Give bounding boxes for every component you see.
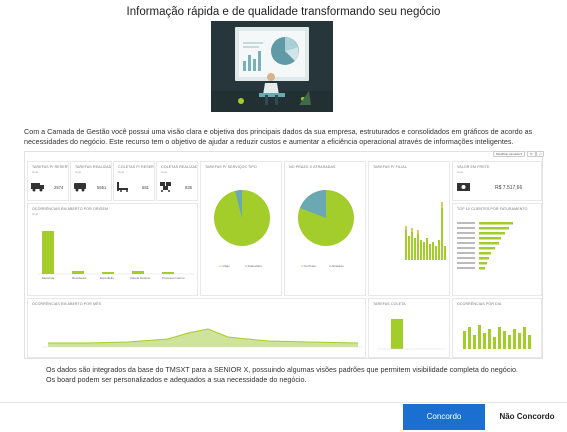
bar-label-4: Cliente Destino [130, 276, 151, 280]
van-icon [74, 183, 86, 192]
pie-right-title: NO PRAZO X ATRASADAS [289, 165, 336, 169]
pie-chart-left [214, 190, 270, 246]
hero-illustration [211, 21, 333, 112]
pie-right-legend-2: ● Atrasado [329, 264, 344, 268]
money-sub: Hoje [457, 170, 464, 174]
pie-left-slice-2 [235, 190, 242, 218]
hbar-chart [457, 222, 513, 270]
single-bar [391, 319, 403, 349]
bar-1 [42, 231, 54, 274]
hbar-labels [457, 222, 475, 269]
page-title: Informação rápida e de qualidade transfo… [126, 6, 441, 18]
hbar-bars [479, 222, 513, 270]
pie-left-title: TAREFAS P/ SERVIÇOS TIPO [205, 165, 257, 169]
disagree-button[interactable]: Não Concordo [487, 404, 567, 430]
pie-right-slice-2 [300, 190, 326, 218]
pie-left-legend-2: ● Rodoviário [245, 264, 262, 268]
pie-panel-modal: TAREFAS P/ SERVIÇOS TIPO ● Urbgo ● Rodov… [200, 161, 282, 296]
footer-line-2: Os board podem ser personalizados e adeq… [46, 375, 307, 384]
kpi-panel-1: TAREFAS P/ RESERVA Hoje 2574 [27, 161, 69, 201]
dashboard-options-button: Modificar camada ▾ [493, 151, 526, 157]
bar-5 [162, 272, 174, 274]
area-line [48, 328, 359, 344]
area-fill [48, 329, 358, 347]
area-chart [42, 328, 362, 348]
bar-4 [132, 271, 144, 274]
hbar-panel: TOP 10 CLIENTES POR FATURAMENTO [452, 203, 542, 296]
pie-left-legend-1: ● Urbgo [219, 264, 230, 268]
ocorrencias-bar-panel: OCORRÊNCIAS EM ABERTO POR ORIGEM Hoje Mo… [27, 203, 198, 296]
stacked-title: TAREFAS P/ FILIAL [373, 165, 407, 169]
kpi-panel-3: COLETAS P/ RESERVA Hoje 581 [113, 161, 155, 201]
intro-text: Com a Camada de Gestão você possui uma v… [24, 127, 533, 146]
kpi-panel-2: TAREFAS REALIZADAS Hoje 5551 [70, 161, 112, 201]
single-bar-title: TAREFAS COLETA [373, 302, 406, 306]
bar-label-2: Recebedor [72, 276, 87, 280]
kpi-sub-4: Hoje [161, 170, 168, 174]
stacked-axis-labels [372, 182, 373, 186]
kpi-value-3: 581 [142, 185, 149, 190]
dashboard-refresh-button: ⟳ [527, 151, 536, 157]
hbar-title: TOP 10 CLIENTES POR FATURAMENTO [457, 207, 528, 211]
pie-panel-prazo: NO PRAZO X ATRASADAS ● No Prazo ● Atrasa… [284, 161, 366, 296]
pie-chart-right [298, 190, 354, 246]
single-bar-chart [377, 319, 445, 350]
stacked-bar-panel: TAREFAS P/ FILIAL [368, 161, 450, 296]
bottom-right-bars [463, 325, 531, 349]
kpi-title-1: TAREFAS P/ RESERVA [32, 165, 69, 169]
bar-2 [72, 271, 84, 274]
pie-right-legend-1: ● No Prazo [301, 264, 317, 268]
kpi-sub-2: Hoje [75, 170, 82, 174]
bottom-right-panel: OCORRÊNCIAS POR DIA [452, 298, 542, 358]
money-icon [457, 183, 470, 191]
stacked-bars-top [405, 202, 443, 234]
truck-icon [31, 183, 44, 192]
footer-line-1: Os dados são integrados da base do TMSXT… [46, 365, 518, 374]
stacked-bar-chart [405, 202, 446, 260]
money-title: VALOR EM FRETE [457, 165, 490, 169]
dashboard-preview: Modificar camada ▾ ⟳ ⤢ TAREFAS P/ RESERV… [24, 151, 545, 359]
single-bar-panel: TAREFAS COLETA [368, 298, 450, 358]
stacked-bars [405, 208, 446, 260]
bar-label-1: Motorista [42, 276, 55, 280]
agree-button[interactable]: Concordo [403, 404, 485, 430]
bar-label-3: Expedição [100, 276, 115, 280]
area-chart-panel: OCORRÊNCIAS EM ABERTO POR MÊS [27, 298, 366, 358]
kpi-value-4: 835 [185, 185, 192, 190]
footer-text: Os dados são integrados da base do TMSXT… [46, 365, 546, 385]
kpi-panel-4: COLETAS REALIZADAS Hoje 835 [156, 161, 198, 201]
bottom-right-chart [463, 325, 531, 349]
kpi-value-2: 5551 [97, 185, 107, 190]
kpi-title-2: TAREFAS REALIZADAS [75, 165, 112, 169]
money-panel: VALOR EM FRETE Hoje R$ 7.517,66 [452, 161, 542, 201]
dashboard-expand-button: ⤢ [536, 151, 545, 157]
bar-panel-sub: Hoje [32, 212, 39, 216]
money-value: R$ 7.517,66 [495, 185, 523, 191]
kpi-value-1: 2574 [54, 185, 64, 190]
bottom-right-title: OCORRÊNCIAS POR DIA [457, 302, 502, 306]
kpi-title-3: COLETAS P/ RESERVA [118, 165, 155, 169]
bar-3 [102, 272, 114, 274]
area-title: OCORRÊNCIAS EM ABERTO POR MÊS [32, 302, 102, 306]
action-bar [0, 402, 567, 432]
kpi-title-4: COLETAS REALIZADAS [161, 165, 198, 169]
bar-chart-left [38, 231, 194, 275]
bar-panel-title: OCORRÊNCIAS EM ABERTO POR ORIGEM [32, 207, 109, 211]
forklift-icon [117, 182, 128, 192]
kpi-sub-1: Hoje [32, 170, 39, 174]
bar-label-5: Processo Interno [162, 276, 185, 280]
pallet-icon [160, 182, 171, 192]
kpi-sub-3: Hoje [118, 170, 125, 174]
